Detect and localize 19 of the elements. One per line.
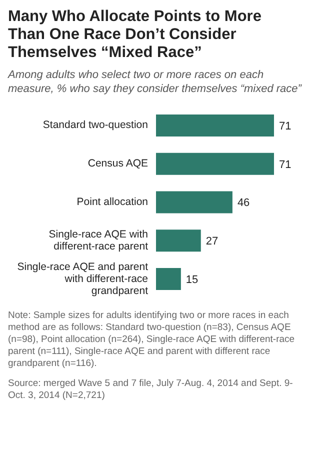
- y-tick-label: Standard two-question: [42, 119, 148, 132]
- bar: [156, 114, 274, 136]
- data-label: 71: [279, 158, 292, 171]
- bar: [156, 152, 274, 175]
- y-tick-label: Single-race AQE and parent with different-race grandparent: [17, 260, 148, 297]
- data-label: 71: [279, 120, 292, 132]
- data-label: 46: [237, 197, 250, 210]
- y-tick-label: Point allocation: [76, 196, 148, 208]
- chart-title: Many Who Allocate Points to More Than One Race Don’t Consider Themselves “Mixed Race”: [8, 8, 262, 62]
- data-label: 27: [206, 236, 218, 248]
- bar: [156, 230, 201, 252]
- y-tick-label: Single-race AQE with different-race parent: [48, 228, 148, 252]
- data-label: 15: [186, 274, 198, 286]
- y-tick-label: Census AQE: [88, 158, 148, 170]
- chart-subtitle: Among adults who select two or more races on each measure, % who say they consider themselves “mixed race”: [8, 68, 302, 96]
- bar: [156, 268, 181, 290]
- bar: [156, 191, 232, 214]
- text: Note: Sample sizes for adults identifying two or more races in each method are as follows: Standard two-question (n=83), Census AQE (n=98), Point allocation (n=264), Single-race AQE with different-race parent (n=111), Single-race AQE and parent with different race grandparent (n=116).: [8, 310, 296, 370]
- source-note: Source: merged Wave 5 and 7 file, July 7-Aug. 4, 2014 and Sept. 9-Oct. 3, 2014 (N=2,721): [8, 378, 294, 402]
